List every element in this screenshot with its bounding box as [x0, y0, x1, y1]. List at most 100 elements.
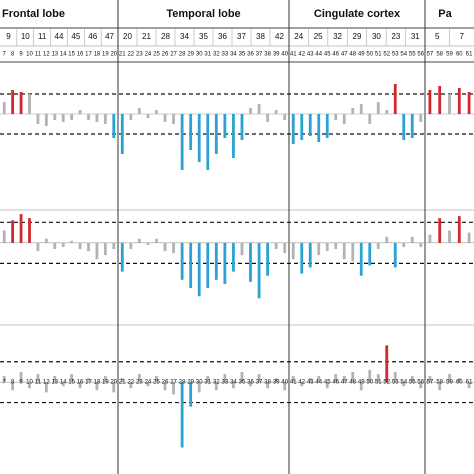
- bar: [129, 114, 133, 120]
- x-tick-label: 14: [60, 380, 67, 386]
- index-label: 61: [466, 52, 473, 58]
- bar: [137, 238, 141, 243]
- bar: [334, 373, 338, 383]
- x-tick-label: 32: [213, 380, 220, 386]
- bar: [467, 382, 471, 389]
- bar: [120, 114, 124, 154]
- bar: [172, 382, 175, 395]
- index-label: 59: [446, 52, 453, 58]
- bar: [240, 114, 244, 140]
- bar: [359, 104, 363, 114]
- bar: [393, 84, 397, 114]
- x-tick-label: 49: [358, 380, 365, 386]
- x-tick-label: 21: [119, 380, 126, 386]
- bar: [274, 242, 278, 250]
- region-title: Frontal lobe: [2, 8, 65, 20]
- bar: [146, 114, 150, 118]
- bar: [103, 242, 107, 256]
- bar: [189, 114, 193, 150]
- bar: [334, 114, 338, 120]
- index-label: 24: [145, 52, 152, 58]
- bar: [376, 102, 380, 114]
- index-label: 45: [324, 52, 331, 58]
- bar: [317, 114, 321, 142]
- index-label: 34: [230, 52, 237, 58]
- region-title: Temporal lobe: [166, 8, 240, 20]
- x-tick-label: 39: [273, 380, 280, 386]
- bar: [19, 371, 23, 383]
- bar: [410, 114, 414, 138]
- x-tick-label: 51: [375, 380, 382, 386]
- bar: [385, 345, 389, 383]
- bar: [155, 110, 158, 114]
- bar: [240, 371, 244, 383]
- index-label: 22: [127, 52, 134, 58]
- area-label: 20: [123, 32, 132, 41]
- bar: [368, 369, 372, 383]
- bar: [36, 373, 40, 383]
- bar: [393, 242, 397, 268]
- index-label: 32: [213, 52, 220, 58]
- bar: [61, 242, 65, 247]
- bar: [249, 108, 252, 114]
- bar: [419, 114, 423, 122]
- index-label: 18: [94, 52, 101, 58]
- area-label: 31: [411, 32, 420, 41]
- bar: [180, 114, 184, 170]
- bar: [342, 242, 346, 260]
- bar: [376, 242, 380, 250]
- bar: [359, 382, 363, 391]
- area-label: 24: [294, 32, 303, 41]
- x-tick-label: 58: [436, 380, 443, 386]
- bar: [232, 382, 235, 389]
- index-label: 49: [358, 52, 365, 58]
- bar: [308, 242, 312, 268]
- x-tick-label: 9: [19, 380, 23, 386]
- index-label: 26: [162, 52, 169, 58]
- index-label: 50: [366, 52, 373, 58]
- index-label: 31: [204, 52, 211, 58]
- bar: [376, 373, 380, 383]
- index-label: 44: [315, 52, 322, 58]
- bar: [28, 382, 31, 389]
- bar: [11, 220, 15, 243]
- x-tick-label: 7: [3, 380, 7, 386]
- x-tick-label: 44: [315, 380, 322, 386]
- bar: [2, 230, 6, 243]
- bar: [351, 242, 355, 262]
- bar: [291, 376, 295, 383]
- index-label: 27: [170, 52, 177, 58]
- region-title: Cingulate cortex: [314, 8, 401, 20]
- x-tick-label: 24: [145, 380, 152, 386]
- x-tick-label: 56: [417, 380, 424, 386]
- bar: [112, 242, 116, 250]
- bar: [214, 242, 218, 280]
- bar: [438, 382, 442, 391]
- area-label: 10: [21, 32, 30, 41]
- index-label: 47: [341, 52, 348, 58]
- bar: [120, 242, 124, 272]
- bar: [95, 114, 99, 122]
- bar: [129, 242, 133, 250]
- bar: [283, 242, 287, 254]
- x-tick-label: 42: [298, 380, 305, 386]
- index-label: 7: [3, 52, 7, 58]
- bar: [342, 114, 346, 124]
- bar: [438, 218, 442, 243]
- bar: [249, 242, 252, 282]
- x-tick-label: 35: [239, 380, 246, 386]
- bar: [274, 110, 278, 114]
- index-label: 55: [409, 52, 416, 58]
- bar: [232, 242, 235, 272]
- bar: [36, 242, 40, 252]
- bar: [163, 242, 167, 252]
- area-label: 42: [275, 32, 284, 41]
- x-tick-label: 28: [179, 380, 186, 386]
- bar: [19, 92, 23, 114]
- bar: [206, 114, 210, 170]
- bar: [87, 378, 90, 383]
- x-tick-label: 22: [127, 380, 134, 386]
- bar: [53, 114, 57, 120]
- area-label: 11: [38, 32, 47, 41]
- bar: [172, 242, 175, 254]
